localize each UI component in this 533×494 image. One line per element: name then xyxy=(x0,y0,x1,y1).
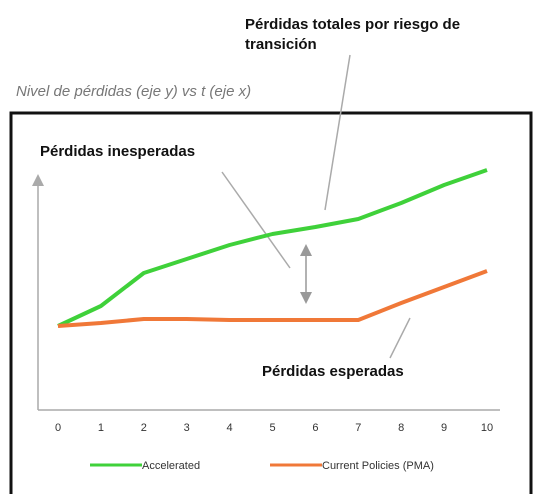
x-tick-label: 9 xyxy=(441,422,447,434)
x-tick-label: 6 xyxy=(312,422,318,434)
series-line xyxy=(57,269,488,328)
chart-title-line1: Pérdidas totales por riesgo de xyxy=(245,16,460,33)
annotation: Pérdidas inesperadas xyxy=(40,143,195,160)
x-tick-label: 5 xyxy=(269,422,275,434)
legend-label: Accelerated xyxy=(142,460,200,472)
series-line xyxy=(57,168,488,328)
x-tick-label: 4 xyxy=(227,422,233,434)
x-tick-label: 10 xyxy=(481,422,493,434)
x-tick-label: 3 xyxy=(184,422,190,434)
frame xyxy=(9,111,533,494)
annotation: Pérdidas esperadas xyxy=(262,363,404,380)
x-tick-label: 1 xyxy=(98,422,104,434)
x-tick-label: 8 xyxy=(398,422,404,434)
leader-lines xyxy=(32,54,500,411)
x-tick-label: 0 xyxy=(55,422,61,434)
legend-label: Current Policies (PMA) xyxy=(322,460,434,472)
x-tick-label: 7 xyxy=(355,422,361,434)
chart-subtitle: Nivel de pérdidas (eje y) vs t (eje x) xyxy=(16,83,251,100)
chart-title-line2: transición xyxy=(245,36,317,53)
x-tick-label: 2 xyxy=(141,422,147,434)
